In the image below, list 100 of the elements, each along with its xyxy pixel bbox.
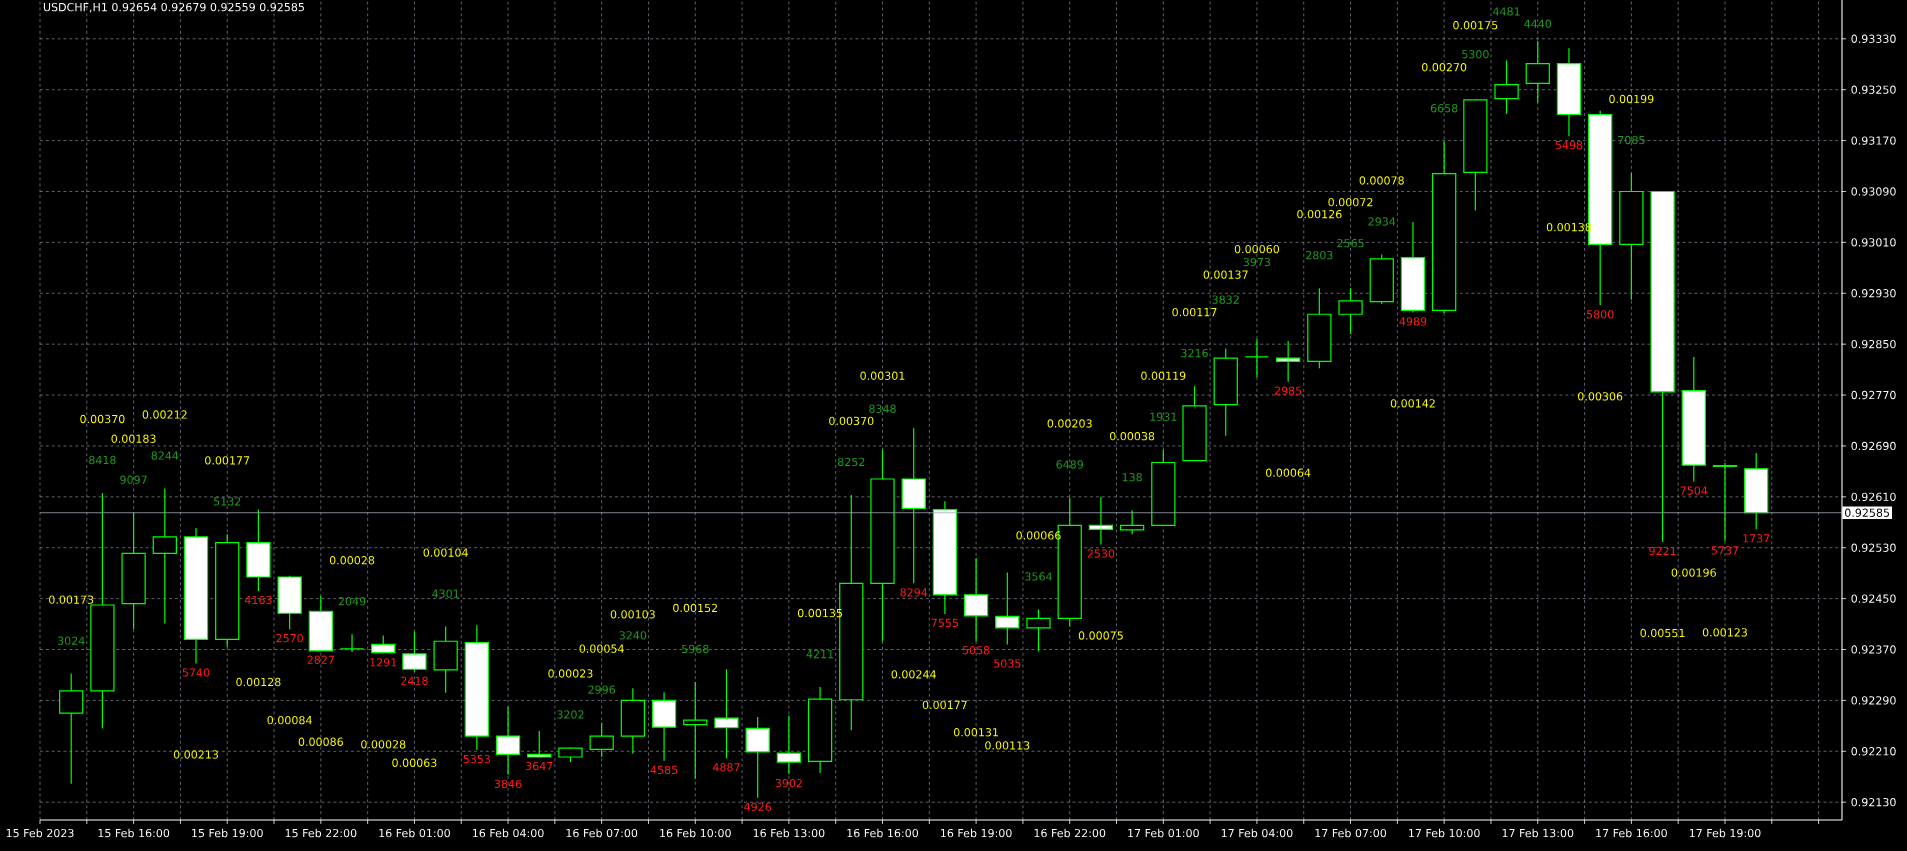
text: 4211 <box>806 649 834 659</box>
annotation: 0.00117 <box>1172 307 1217 317</box>
text: 3832 <box>1212 295 1239 304</box>
candlestick <box>1494 59 1519 115</box>
x-tick-label: 17 Feb 04:00 <box>1221 828 1293 838</box>
x-tick-label: 17 Feb 13:00 <box>1502 828 1574 838</box>
annotation: 0.00173 <box>49 595 94 604</box>
y-tick-label: 0.93170 <box>1851 136 1896 145</box>
y-tick-label: 0.92450 <box>1851 594 1896 603</box>
annotation: 0.00142 <box>1390 399 1435 408</box>
annotation: 0.00370 <box>80 414 125 424</box>
text: 3647 <box>526 761 553 771</box>
text: 8418 <box>89 455 116 465</box>
candlestick <box>995 571 1020 646</box>
candlestick <box>963 557 989 642</box>
annotation: 0.00370 <box>829 416 874 426</box>
x-tick-label: 16 Feb 07:00 <box>566 828 638 838</box>
text: 2827 <box>307 655 334 664</box>
candlestick <box>1712 462 1738 542</box>
text: 7085 <box>1618 135 1645 145</box>
y-tick-label: 0.92610 <box>1851 492 1896 502</box>
text: 2985 <box>1274 386 1302 395</box>
annotation: 0.00137 <box>1203 270 1248 279</box>
candlestick <box>1244 338 1270 378</box>
y-tick-label: 0.93250 <box>1851 85 1896 94</box>
annotation: 0.00131 <box>953 728 998 737</box>
text: 7504 <box>1680 486 1708 495</box>
annotation: 0.00038 <box>1109 432 1155 441</box>
annotation: 0.00103 <box>610 610 655 619</box>
y-tick-label: 0.93010 <box>1851 238 1896 247</box>
candlestick <box>402 631 427 673</box>
candlestick <box>1119 509 1145 535</box>
y-tick-label: 0.93090 <box>1851 187 1896 196</box>
y-tick-label: 0.92930 <box>1851 289 1896 298</box>
x-tick-label: 17 Feb 10:00 <box>1409 828 1480 838</box>
text: 4887 <box>712 763 740 772</box>
annotation: 0.00075 <box>1078 631 1123 640</box>
annotation: 0.00270 <box>1422 63 1467 72</box>
candlestick <box>495 706 521 776</box>
text: 2996 <box>588 685 616 694</box>
text: 1737 <box>1743 534 1770 543</box>
annotation: 0.00306 <box>1578 392 1623 401</box>
candlestick <box>776 715 802 775</box>
text: 5035 <box>994 659 1021 668</box>
text: 4585 <box>650 765 678 775</box>
text: 4301 <box>432 589 459 598</box>
x-tick-label: 15 Feb 2023 <box>6 828 74 838</box>
annotation: 0.00152 <box>673 603 718 613</box>
candlestick <box>745 716 770 799</box>
text: 2418 <box>401 676 428 685</box>
y-tick-label: 0.92370 <box>1851 645 1896 654</box>
x-tick-label: 16 Feb 16:00 <box>847 828 919 838</box>
x-tick-label: 17 Feb 16:00 <box>1596 828 1667 838</box>
text: 2570 <box>276 633 303 643</box>
text: 7555 <box>931 618 958 627</box>
annotation: 0.00064 <box>1265 468 1311 477</box>
y-tick-label: 0.92530 <box>1851 543 1896 552</box>
y-tick-label: 0.92290 <box>1851 696 1896 705</box>
text: 1931 <box>1150 412 1177 421</box>
text: 138 <box>1122 473 1142 482</box>
text: 6489 <box>1056 460 1083 469</box>
annotation: 0.00028 <box>329 556 375 565</box>
text: 5968 <box>682 644 709 654</box>
y-tick-label: 0.92850 <box>1851 339 1896 349</box>
candlestick <box>1275 340 1301 383</box>
text: 4926 <box>744 802 772 811</box>
annotation: 0.00551 <box>1640 628 1685 638</box>
text: 3216 <box>1181 348 1208 358</box>
annotation: 0.00212 <box>142 410 187 419</box>
ref-line-label: 0.92585 <box>1845 508 1890 517</box>
text: 8252 <box>837 457 865 467</box>
y-tick-label: 0.92690 <box>1851 441 1896 451</box>
annotation: 0.00060 <box>1234 244 1280 254</box>
text: 3846 <box>494 779 522 789</box>
annotation: 0.00078 <box>1359 176 1404 185</box>
y-tick-label: 0.92770 <box>1851 390 1896 400</box>
text: 8244 <box>151 451 179 460</box>
y-tick-label: 0.92130 <box>1851 798 1896 807</box>
text: 3024 <box>57 636 85 645</box>
candlestick <box>1338 287 1363 335</box>
annotation: 0.00054 <box>579 644 624 653</box>
x-tick-label: 16 Feb 19:00 <box>941 828 1012 838</box>
candlestick <box>714 668 739 759</box>
text: 5353 <box>463 754 491 764</box>
annotation: 0.00123 <box>1702 628 1747 637</box>
y-tick-label: 0.93330 <box>1851 34 1896 43</box>
text: 2803 <box>1306 250 1333 260</box>
chart-title: USDCHF,H1 0.92654 0.92679 0.92559 0.92585 <box>43 2 304 13</box>
text: 5498 <box>1555 140 1583 150</box>
annotation: 0.00301 <box>860 371 905 380</box>
x-tick-label: 16 Feb 22:00 <box>1034 828 1106 838</box>
annotation: 0.00128 <box>236 677 281 687</box>
annotation: 0.00086 <box>298 737 343 746</box>
annotation: 0.00196 <box>1671 568 1716 577</box>
annotation: 0.00072 <box>1328 197 1373 207</box>
text: 9097 <box>120 475 147 484</box>
y-tick-label: 0.92210 <box>1851 747 1896 756</box>
candlestick <box>339 633 365 653</box>
text: 3902 <box>775 779 802 788</box>
x-tick-label: 16 Feb 13:00 <box>753 828 825 838</box>
